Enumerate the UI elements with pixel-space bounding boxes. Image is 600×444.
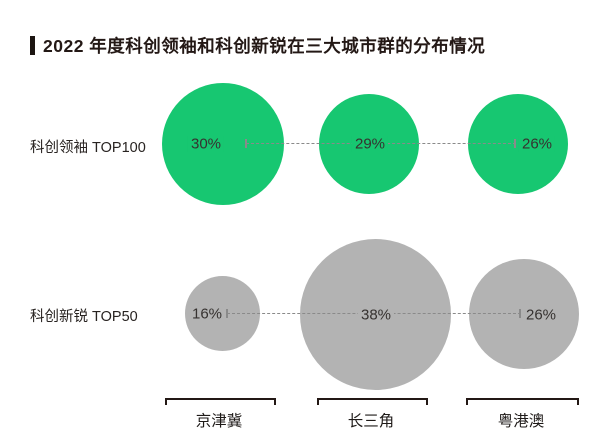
connector-tick-row2-left [226,309,228,318]
bubble-value-label: 16% [188,305,226,323]
connector-tick-row1-right [514,139,516,148]
bubble-value-label: 26% [522,306,560,324]
connector-tick-row2-right [519,309,521,318]
axis-bracket-yuegangao [466,398,579,405]
page-title: 2022 年度科创领袖和科创新锐在三大城市群的分布情况 [43,36,486,56]
connector-tick-row1-left [245,139,247,148]
title-accent-bar [30,36,35,55]
axis-label-changsanjiao: 长三角 [347,413,395,430]
bubble-value-label: 29% [351,135,389,153]
bubble-value-label: 30% [187,135,225,153]
axis-bracket-changsanjiao [317,398,428,405]
series-label-leaders-top100: 科创领袖 TOP100 [30,140,146,156]
axis-label-jingjinji: 京津冀 [195,413,243,430]
bubble-value-label: 38% [357,306,395,324]
chart-header: 2022 年度科创领袖和科创新锐在三大城市群的分布情况 [30,33,485,58]
axis-label-yuegangao: 粤港澳 [497,413,545,430]
series-label-rising-top50: 科创新锐 TOP50 [30,309,138,325]
bubble-value-label: 26% [518,135,556,153]
axis-bracket-jingjinji [165,398,276,405]
